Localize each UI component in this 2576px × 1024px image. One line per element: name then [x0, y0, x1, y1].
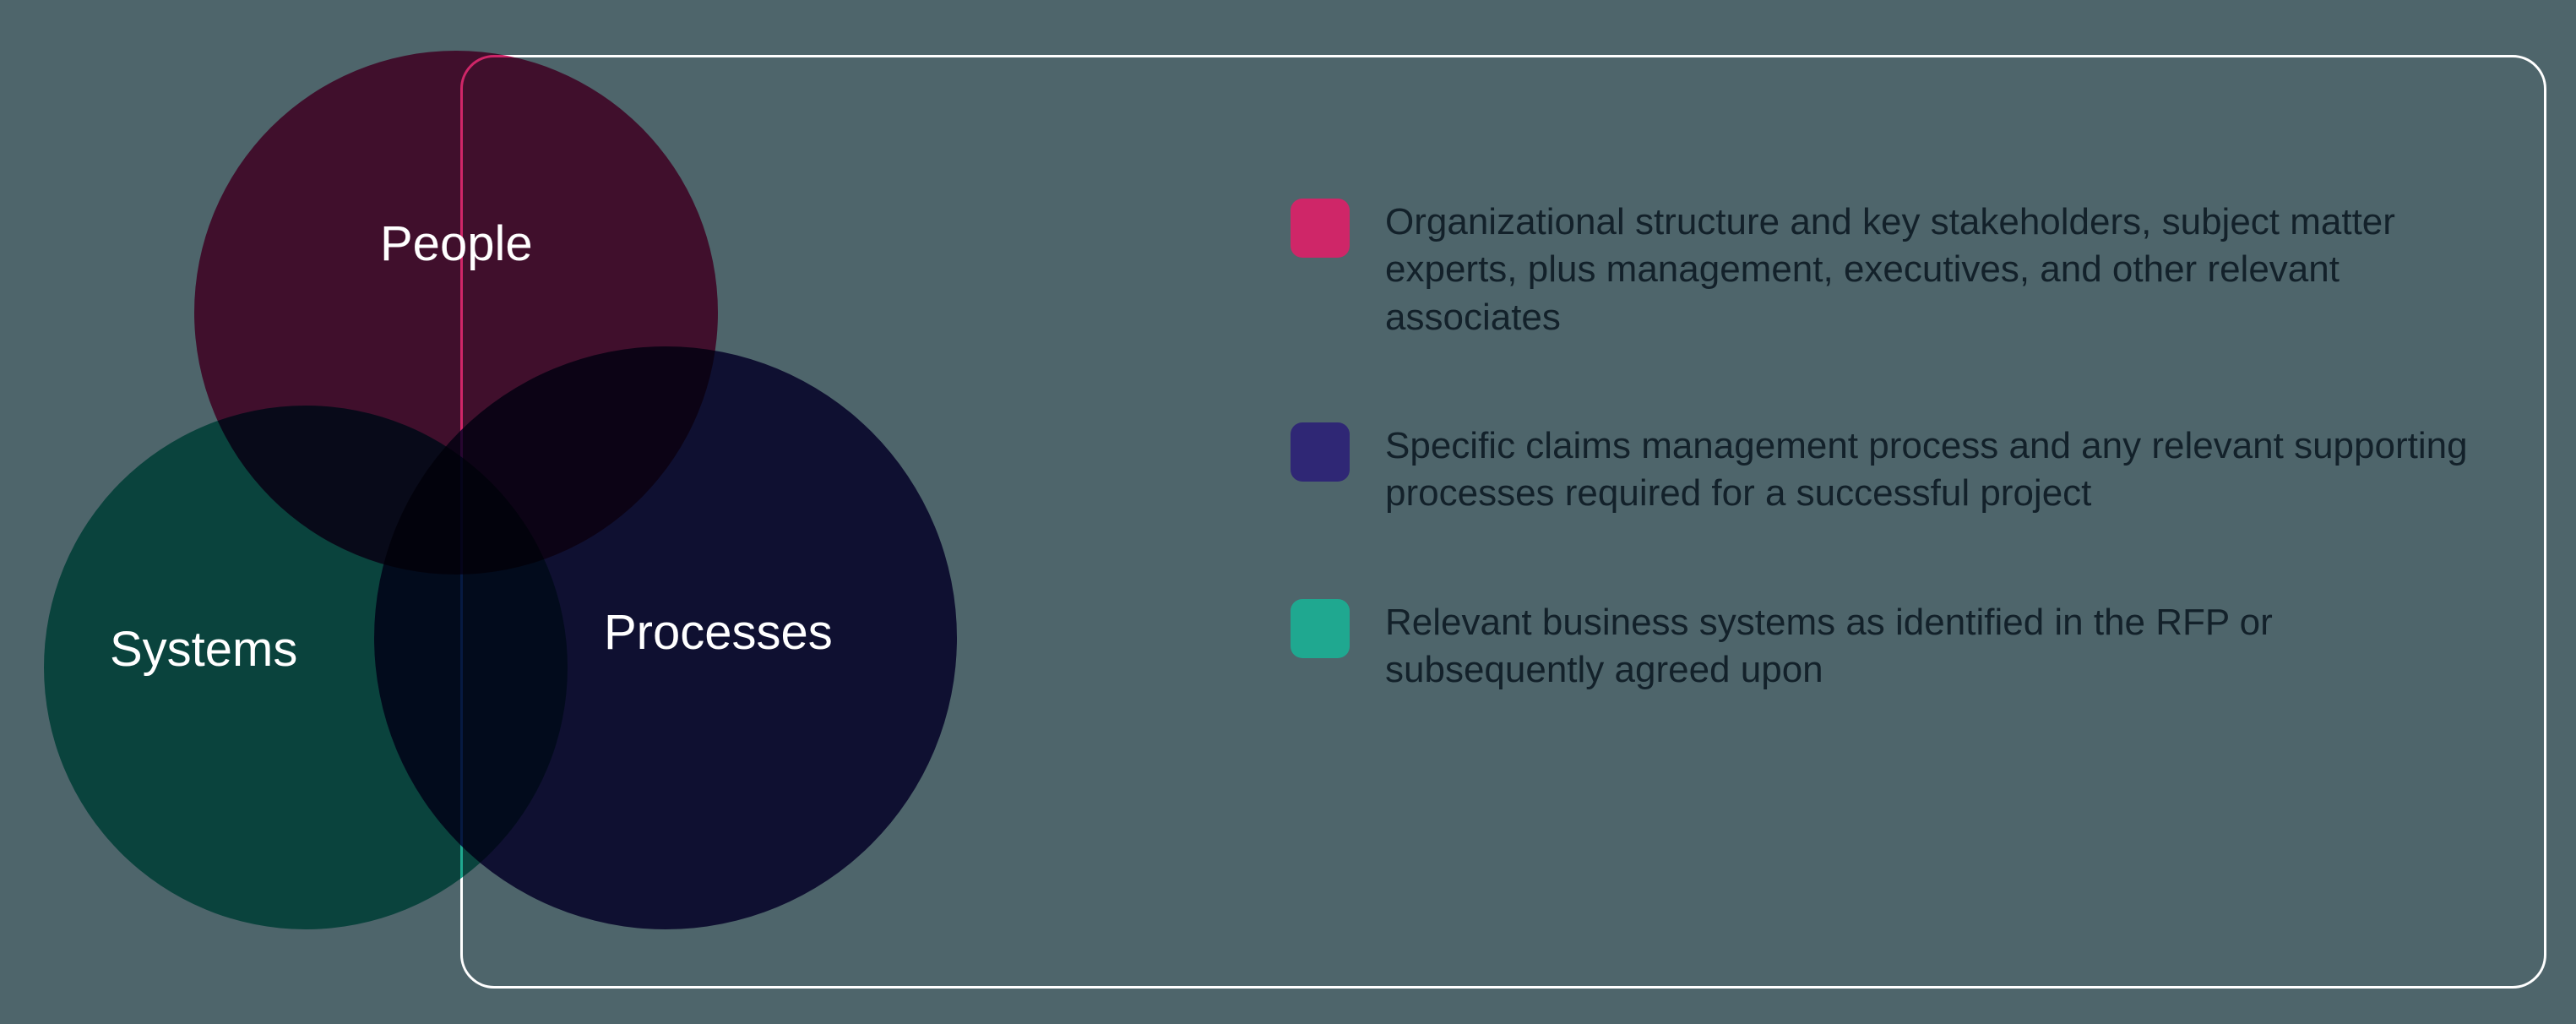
legend-item-systems: Relevant business systems as identified …: [1291, 599, 2498, 694]
legend-swatch-systems: [1291, 599, 1350, 658]
legend: Organizational structure and key stakeho…: [1291, 199, 2498, 694]
legend-text-systems: Relevant business systems as identified …: [1385, 599, 2498, 694]
venn-label-processes: Processes: [604, 604, 833, 661]
diagram-canvas: People Systems Processes Organizational …: [0, 0, 2576, 1024]
venn-label-people: People: [380, 215, 533, 272]
legend-item-processes: Specific claims management process and a…: [1291, 422, 2498, 518]
legend-text-people: Organizational structure and key stakeho…: [1385, 199, 2498, 341]
legend-swatch-people: [1291, 199, 1350, 258]
legend-item-people: Organizational structure and key stakeho…: [1291, 199, 2498, 341]
legend-text-processes: Specific claims management process and a…: [1385, 422, 2498, 518]
legend-swatch-processes: [1291, 422, 1350, 482]
venn-label-systems: Systems: [110, 621, 297, 678]
